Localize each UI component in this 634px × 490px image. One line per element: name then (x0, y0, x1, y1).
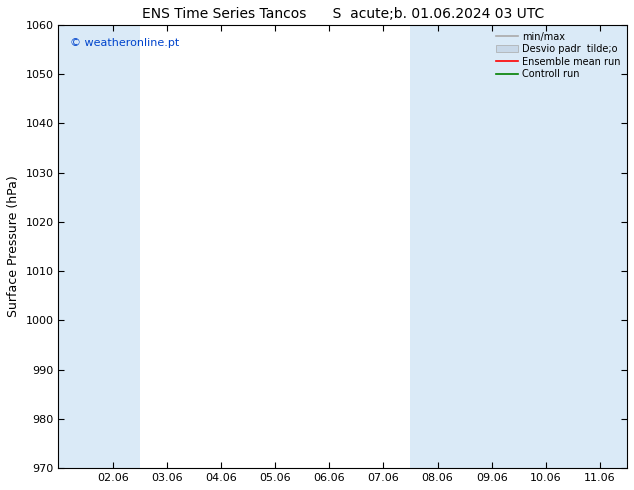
Text: © weatheronline.pt: © weatheronline.pt (70, 38, 179, 48)
Bar (573, 25, 627, 468)
Legend: min/max, Desvio padr  tilde;o, Ensemble mean run, Controll run: min/max, Desvio padr tilde;o, Ensemble m… (495, 30, 622, 81)
Y-axis label: Surface Pressure (hPa): Surface Pressure (hPa) (7, 176, 20, 318)
Bar (58, 25, 139, 468)
Title: ENS Time Series Tancos      S  acute;b. 01.06.2024 03 UTC: ENS Time Series Tancos S acute;b. 01.06.… (141, 7, 544, 21)
Bar (410, 25, 573, 468)
